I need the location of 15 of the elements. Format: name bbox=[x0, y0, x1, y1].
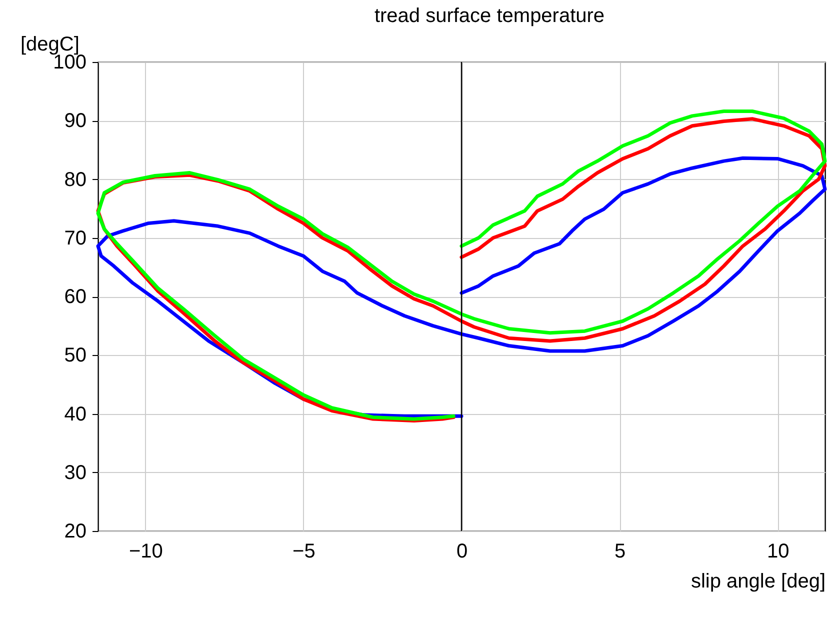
x-tick-label: 0 bbox=[456, 540, 468, 562]
y-tick-label: 90 bbox=[64, 110, 86, 132]
y-tick-label: 80 bbox=[64, 168, 86, 191]
y-tick-label: 50 bbox=[64, 344, 86, 367]
x-tick-label: −10 bbox=[128, 540, 163, 562]
x-axis-title: slip angle [deg] bbox=[690, 570, 826, 592]
x-tick-label: 10 bbox=[766, 540, 790, 562]
y-tick-label: 30 bbox=[64, 462, 86, 484]
y-tick-label: 60 bbox=[64, 286, 86, 308]
y-tick-label: 20 bbox=[64, 520, 86, 542]
x-tick-label: 5 bbox=[614, 540, 626, 562]
y-tick-label: 40 bbox=[64, 403, 86, 426]
x-tick-label: −5 bbox=[292, 540, 316, 562]
y-tick-label: 70 bbox=[64, 227, 86, 250]
chart-title: tread surface temperature bbox=[374, 5, 605, 27]
